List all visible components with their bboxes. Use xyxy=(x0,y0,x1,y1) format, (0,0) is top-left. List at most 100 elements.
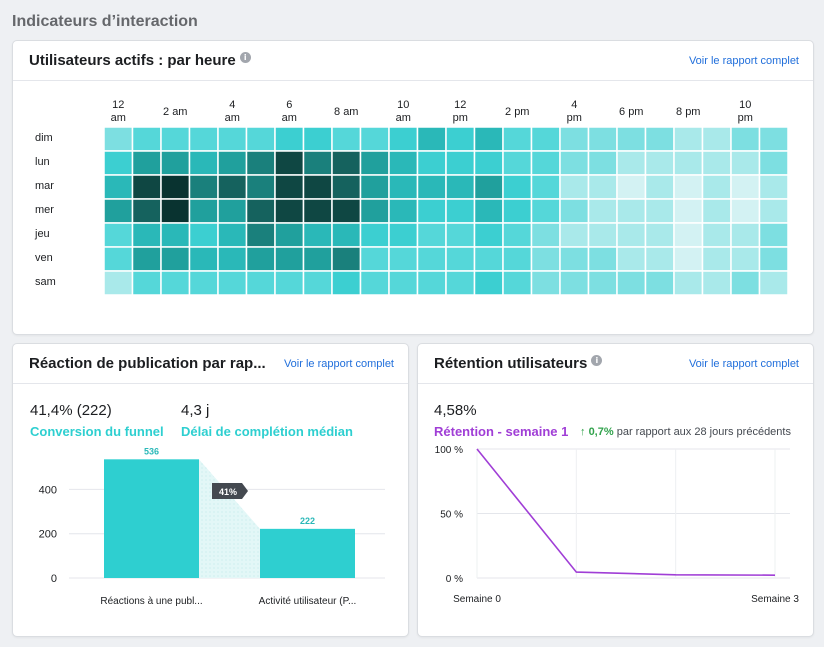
heatmap-cell[interactable] xyxy=(559,127,590,152)
heatmap-cell[interactable] xyxy=(502,246,533,272)
heatmap-cell[interactable] xyxy=(160,150,191,176)
heatmap-cell[interactable] xyxy=(587,198,618,224)
heatmap-cell[interactable] xyxy=(131,270,162,296)
heatmap-cell[interactable] xyxy=(160,198,191,224)
heatmap-cell[interactable] xyxy=(104,150,134,176)
heatmap-cell[interactable] xyxy=(730,174,761,200)
heatmap-cell[interactable] xyxy=(160,222,191,248)
heatmap-cell[interactable] xyxy=(559,174,590,200)
heatmap-cell[interactable] xyxy=(530,246,561,272)
heatmap-cell[interactable] xyxy=(644,270,675,296)
heatmap-cell[interactable] xyxy=(758,198,789,224)
heatmap-cell[interactable] xyxy=(473,270,504,296)
full-report-link[interactable]: Voir le rapport complet xyxy=(688,55,799,67)
heatmap-cell[interactable] xyxy=(758,174,789,200)
heatmap-cell[interactable] xyxy=(188,246,219,272)
heatmap-cell[interactable] xyxy=(302,150,333,176)
heatmap-cell[interactable] xyxy=(730,246,761,272)
heatmap-cell[interactable] xyxy=(616,150,647,176)
heatmap-cell[interactable] xyxy=(445,150,476,176)
heatmap-cell[interactable] xyxy=(559,222,590,248)
heatmap-cell[interactable] xyxy=(245,174,276,200)
heatmap-cell[interactable] xyxy=(473,222,504,248)
heatmap-cell[interactable] xyxy=(445,174,476,200)
heatmap-cell[interactable] xyxy=(274,270,305,296)
heatmap-cell[interactable] xyxy=(416,270,447,296)
heatmap-cell[interactable] xyxy=(160,174,191,200)
heatmap-cell[interactable] xyxy=(188,198,219,224)
heatmap-cell[interactable] xyxy=(388,150,419,176)
heatmap-cell[interactable] xyxy=(644,246,675,272)
full-report-link[interactable]: Voir le rapport complet xyxy=(283,358,394,370)
heatmap-cell[interactable] xyxy=(302,246,333,272)
heatmap-cell[interactable] xyxy=(473,150,504,176)
heatmap-cell[interactable] xyxy=(616,222,647,248)
heatmap-cell[interactable] xyxy=(730,270,761,296)
heatmap-cell[interactable] xyxy=(673,150,704,176)
heatmap-cell[interactable] xyxy=(673,270,704,296)
heatmap-cell[interactable] xyxy=(445,222,476,248)
heatmap-cell[interactable] xyxy=(331,246,362,272)
heatmap-cell[interactable] xyxy=(104,198,134,224)
heatmap-cell[interactable] xyxy=(359,174,390,200)
heatmap-cell[interactable] xyxy=(388,222,419,248)
heatmap-cell[interactable] xyxy=(530,127,561,152)
heatmap-cell[interactable] xyxy=(131,174,162,200)
heatmap-cell[interactable] xyxy=(274,246,305,272)
heatmap-cell[interactable] xyxy=(302,222,333,248)
heatmap-cell[interactable] xyxy=(388,246,419,272)
heatmap-cell[interactable] xyxy=(416,174,447,200)
heatmap-cell[interactable] xyxy=(131,150,162,176)
heatmap-cell[interactable] xyxy=(160,246,191,272)
heatmap-cell[interactable] xyxy=(217,174,248,200)
heatmap-cell[interactable] xyxy=(559,270,590,296)
heatmap-cell[interactable] xyxy=(502,127,533,152)
heatmap-cell[interactable] xyxy=(131,127,162,152)
heatmap-cell[interactable] xyxy=(188,222,219,248)
heatmap-cell[interactable] xyxy=(473,246,504,272)
heatmap-cell[interactable] xyxy=(502,270,533,296)
heatmap-cell[interactable] xyxy=(616,246,647,272)
heatmap-cell[interactable] xyxy=(644,127,675,152)
heatmap-cell[interactable] xyxy=(758,222,789,248)
heatmap-cell[interactable] xyxy=(416,150,447,176)
heatmap-cell[interactable] xyxy=(160,127,191,152)
funnel-bar[interactable] xyxy=(104,459,199,578)
heatmap-cell[interactable] xyxy=(701,222,732,248)
heatmap-cell[interactable] xyxy=(559,198,590,224)
heatmap-cell[interactable] xyxy=(701,246,732,272)
heatmap-cell[interactable] xyxy=(388,127,419,152)
heatmap-cell[interactable] xyxy=(188,174,219,200)
heatmap-cell[interactable] xyxy=(473,127,504,152)
heatmap-cell[interactable] xyxy=(131,246,162,272)
heatmap-cell[interactable] xyxy=(587,150,618,176)
heatmap-cell[interactable] xyxy=(274,222,305,248)
heatmap-cell[interactable] xyxy=(359,127,390,152)
heatmap-cell[interactable] xyxy=(473,174,504,200)
heatmap-cell[interactable] xyxy=(701,270,732,296)
heatmap-cell[interactable] xyxy=(758,270,789,296)
heatmap-cell[interactable] xyxy=(701,127,732,152)
heatmap-cell[interactable] xyxy=(416,246,447,272)
heatmap-cell[interactable] xyxy=(673,198,704,224)
heatmap-cell[interactable] xyxy=(302,174,333,200)
heatmap-cell[interactable] xyxy=(502,222,533,248)
heatmap-cell[interactable] xyxy=(331,222,362,248)
heatmap-cell[interactable] xyxy=(104,246,134,272)
heatmap-cell[interactable] xyxy=(104,174,134,200)
heatmap-cell[interactable] xyxy=(416,127,447,152)
heatmap-cell[interactable] xyxy=(245,270,276,296)
heatmap-cell[interactable] xyxy=(359,150,390,176)
heatmap-cell[interactable] xyxy=(530,270,561,296)
heatmap-cell[interactable] xyxy=(758,127,789,152)
heatmap-cell[interactable] xyxy=(245,150,276,176)
heatmap-cell[interactable] xyxy=(131,222,162,248)
heatmap-cell[interactable] xyxy=(274,127,305,152)
heatmap-cell[interactable] xyxy=(644,150,675,176)
heatmap-cell[interactable] xyxy=(502,174,533,200)
heatmap-cell[interactable] xyxy=(616,198,647,224)
heatmap-cell[interactable] xyxy=(616,270,647,296)
heatmap-cell[interactable] xyxy=(530,222,561,248)
heatmap-cell[interactable] xyxy=(188,270,219,296)
heatmap-cell[interactable] xyxy=(217,246,248,272)
